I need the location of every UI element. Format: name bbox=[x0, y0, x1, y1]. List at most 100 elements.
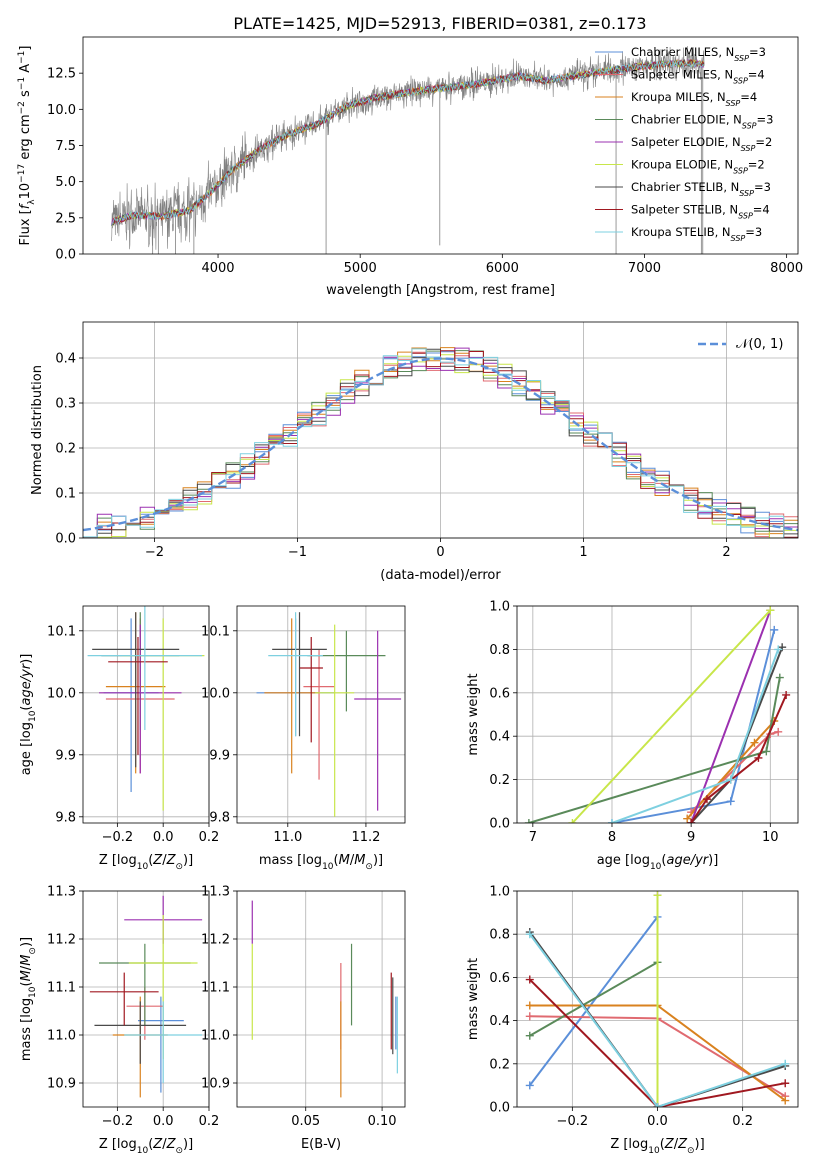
point-marker bbox=[766, 606, 775, 615]
panel-mass-vs-ebv: 0.05 0.10 10.9 11.0 11.1 11.2 11.3 E(B-V) bbox=[201, 885, 406, 1152]
panel-mass-vs-z: −0.2 0.0 0.2 10.9 11.0 11.1 11.2 11.3 Z [log10(Z… bbox=[19, 885, 219, 1157]
y-tick-label: 10.1 bbox=[47, 624, 76, 639]
point-marker bbox=[775, 673, 784, 682]
plot-area bbox=[87, 606, 205, 811]
y-axis-label: mass weight bbox=[466, 958, 481, 1040]
y-tick-label: 0.2 bbox=[489, 1057, 510, 1072]
y-tick-label: 10.0 bbox=[201, 686, 230, 701]
series-chabrier-miles bbox=[525, 912, 662, 1090]
series-line bbox=[690, 694, 788, 823]
point-marker bbox=[774, 645, 783, 654]
x-axis-label: Z [log10(Z/Z⊙)] bbox=[99, 1137, 193, 1156]
panel-age-vs-z: −0.2 0.0 0.2 9.8 9.9 10.0 10.1 Z [log10(Z/Z⊙)] a… bbox=[19, 605, 220, 872]
y-tick-label: 11.3 bbox=[201, 885, 230, 900]
point-marker bbox=[754, 753, 763, 762]
point-marker bbox=[726, 775, 735, 784]
x-tick-label: 0.0 bbox=[153, 830, 174, 845]
point-marker bbox=[525, 930, 534, 939]
x-tick-label: 6000 bbox=[486, 261, 519, 276]
point-marker bbox=[568, 819, 577, 823]
point-marker bbox=[653, 1103, 662, 1107]
legend-label: Kroupa MILES, NSSP=4 bbox=[631, 90, 757, 108]
x-tick-label: 0.2 bbox=[732, 1114, 753, 1129]
x-tick-label: 9 bbox=[687, 830, 695, 845]
x-axis-label: Z [log10(Z/Z⊙)] bbox=[610, 1137, 704, 1156]
point-marker bbox=[750, 738, 759, 747]
x-tick-label: 0.2 bbox=[199, 830, 220, 845]
series-kroupa-elodie bbox=[653, 891, 662, 1107]
series-line bbox=[528, 933, 786, 1107]
plot-area bbox=[83, 347, 798, 538]
series-salpeter-elodie bbox=[687, 606, 775, 823]
y-tick-label: 10.9 bbox=[201, 1077, 230, 1092]
error-bar-salpeter-stelib bbox=[299, 637, 323, 743]
legend-label: Salpeter STELIB, NSSP=4 bbox=[631, 203, 770, 221]
legend-label: Chabrier STELIB, NSSP=3 bbox=[631, 180, 771, 198]
x-tick-label: 2 bbox=[722, 545, 730, 560]
error-bar-kroupa-miles bbox=[264, 618, 320, 774]
y-tick-label: 0.0 bbox=[55, 248, 76, 263]
figure-title: PLATE=1425, MJD=52913, FIBERID=0381, z=0… bbox=[233, 14, 646, 33]
error-bar-kroupa-stelib bbox=[87, 606, 203, 730]
x-tick-label: 0.10 bbox=[368, 1114, 397, 1129]
y-tick-label: 0.4 bbox=[489, 1014, 510, 1029]
x-tick-label: −1 bbox=[288, 545, 307, 560]
x-axis-label: (data-model)/error bbox=[380, 568, 501, 583]
error-bar-chabrier-miles bbox=[137, 996, 184, 1093]
point-marker bbox=[774, 727, 783, 736]
x-tick-label: 4000 bbox=[201, 261, 234, 276]
point-marker bbox=[525, 1081, 534, 1090]
plot-area bbox=[256, 612, 402, 817]
point-marker bbox=[781, 1079, 790, 1088]
y-axis-label: age [log10(age/yr)] bbox=[19, 654, 38, 776]
series-chabrier-elodie bbox=[524, 673, 784, 823]
point-marker bbox=[525, 1001, 534, 1010]
y-tick-label: 0.0 bbox=[489, 817, 510, 832]
panel-weight-vs-age: 7 8 9 10 0.0 0.2 0.4 0.6 0.8 1.0 age [log10(age/yr… bbox=[466, 600, 799, 872]
plot-area bbox=[251, 900, 398, 1098]
x-tick-label: 8 bbox=[608, 830, 616, 845]
series-salpeter-stelib bbox=[687, 690, 791, 823]
legend-label: Chabrier MILES, NSSP=3 bbox=[631, 45, 766, 63]
y-tick-label: 0.8 bbox=[489, 643, 510, 658]
x-tick-label: 0 bbox=[436, 545, 444, 560]
x-tick-label: 5000 bbox=[344, 261, 377, 276]
legend-label: Salpeter ELODIE, NSSP=2 bbox=[631, 135, 772, 153]
axes-frame bbox=[236, 605, 406, 824]
point-marker bbox=[782, 690, 791, 699]
point-marker bbox=[762, 747, 771, 756]
x-tick-label: −0.2 bbox=[557, 1114, 589, 1129]
point-marker bbox=[687, 819, 696, 823]
axes-frame bbox=[82, 321, 799, 539]
error-bar-chabrier-stelib bbox=[92, 612, 180, 768]
y-tick-label: 10.1 bbox=[201, 624, 230, 639]
axes-frame bbox=[516, 605, 799, 824]
panel-weight-vs-z: −0.2 0.0 0.2 0.0 0.2 0.4 0.6 0.8 1.0 Z [log10(Z/Z… bbox=[466, 885, 799, 1156]
point-marker bbox=[525, 1031, 534, 1040]
model-fit-kroupa-stelib bbox=[111, 59, 704, 226]
plot-area bbox=[89, 895, 203, 1098]
y-axis-label: mass weight bbox=[466, 673, 481, 755]
y-tick-label: 0.1 bbox=[55, 487, 76, 502]
error-bar-kroupa-elodie bbox=[315, 624, 355, 817]
error-bar-kroupa-stelib bbox=[268, 612, 323, 737]
series-line bbox=[529, 916, 659, 1087]
error-bar-chabrier-stelib bbox=[272, 612, 327, 737]
panel-spectrum: 4000 5000 6000 7000 8000 0.0 2.5 5.0 7.5 10.0 12.5… bbox=[17, 36, 803, 298]
legend-label-normal: 𝒩(0, 1) bbox=[736, 337, 783, 352]
y-tick-label: 0.4 bbox=[55, 352, 76, 367]
point-marker bbox=[653, 891, 662, 900]
y-tick-label: 0.3 bbox=[55, 397, 76, 412]
point-marker bbox=[702, 795, 711, 804]
series-kroupa-elodie bbox=[568, 606, 775, 823]
panel-residuals: −2 −1 0 1 2 0.0 0.1 0.2 0.3 0.4 𝒩(0, 1) (data-model… bbox=[30, 321, 799, 583]
y-tick-label: 0.6 bbox=[489, 686, 510, 701]
point-marker bbox=[726, 797, 735, 806]
error-bar-salpeter-stelib bbox=[108, 637, 168, 755]
series-line bbox=[529, 978, 786, 1107]
y-tick-label: 0.2 bbox=[55, 442, 76, 457]
x-axis-label: wavelength [Angstrom, rest frame] bbox=[326, 283, 555, 298]
point-marker bbox=[525, 1012, 534, 1021]
y-tick-label: 1.0 bbox=[489, 885, 510, 900]
